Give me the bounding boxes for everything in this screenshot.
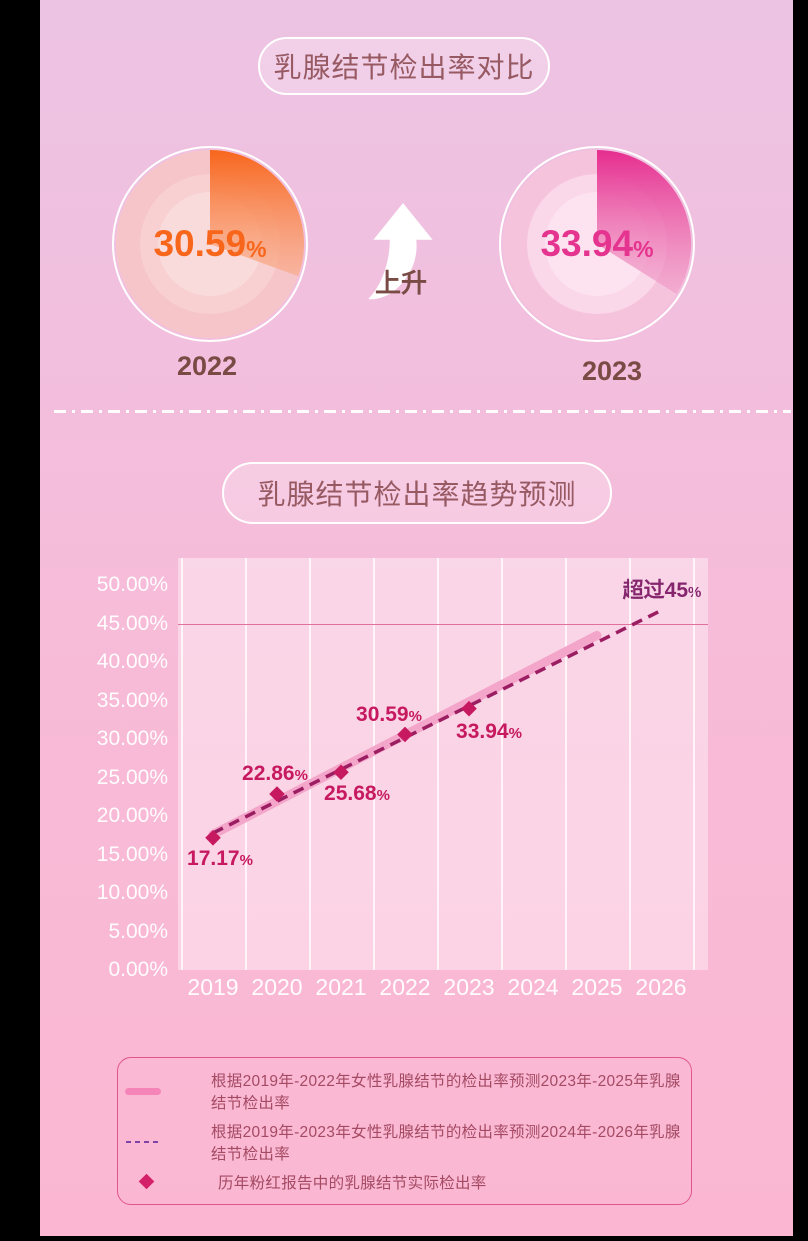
data-label-2021: 25.68% — [324, 782, 390, 806]
gridline-2 — [309, 558, 311, 970]
gridline-5 — [501, 558, 503, 970]
year-label-2022: 2022 — [176, 351, 238, 381]
donut-2022-svg — [112, 146, 308, 342]
threshold-line-45 — [178, 623, 708, 625]
x-axis-label-2021: 2021 — [315, 974, 367, 1000]
gridline-3 — [373, 558, 375, 970]
chart-legend: 根据2019年-2022年女性乳腺结节的检出率预测2023年-2025年乳腺结节… — [117, 1057, 692, 1205]
trend-title-pill: 乳腺结节检出率趋势预测 — [222, 462, 612, 524]
diamond-swatch-icon — [118, 1173, 174, 1190]
gridline-4 — [437, 558, 439, 970]
prediction-line-dashed — [212, 608, 662, 835]
compare-title-pill: 乳腺结节检出率对比 — [258, 37, 550, 95]
legend-label: 历年粉红报告中的乳腺结节实际检出率 — [218, 1174, 487, 1192]
infographic-canvas: 乳腺结节检出率对比 30.59% 上升 — [40, 0, 793, 1236]
x-axis-label-2025: 2025 — [571, 974, 623, 1000]
y-axis-label-20.00%: 20.00% — [96, 804, 168, 827]
gridline-8 — [693, 558, 695, 970]
year-label-2023: 2023 — [581, 356, 643, 386]
data-label-2022: 30.59% — [356, 703, 422, 727]
dashed-line-swatch-icon — [118, 1140, 167, 1144]
donut-chart-2022: 30.59% — [110, 144, 310, 344]
solid-line-swatch-icon — [118, 1087, 167, 1095]
y-axis-label-40.00%: 40.00% — [96, 650, 168, 673]
donut-2023-percent-sign: % — [633, 235, 654, 262]
legend-item-solid-prediction: 根据2019年-2022年女性乳腺结节的检出率预测2023年-2025年乳腺结节… — [118, 1069, 691, 1113]
data-label-2023: 33.94% — [456, 719, 522, 743]
x-axis-label-2026: 2026 — [635, 974, 687, 1000]
rise-arrow-icon — [363, 201, 443, 301]
legend-label: 根据2019年-2023年女性乳腺结节的检出率预测2024年-2026年乳腺结节… — [211, 1123, 681, 1163]
data-point-2021 — [333, 764, 349, 781]
donut-2022-value: 30.59% — [110, 144, 310, 344]
y-axis-label-30.00%: 30.00% — [96, 727, 168, 750]
data-label-2019: 17.17% — [187, 846, 253, 870]
donut-2023-value: 33.94% — [497, 144, 697, 344]
legend-label: 根据2019年-2022年女性乳腺结节的检出率预测2023年-2025年乳腺结节… — [211, 1073, 681, 1113]
donut-chart-2023: 33.94% — [497, 144, 697, 344]
x-axis-label-2019: 2019 — [187, 974, 239, 1000]
rise-label: 上升 — [374, 268, 427, 298]
donut-2023-svg — [499, 146, 695, 342]
y-axis-label-5.00%: 5.00% — [108, 919, 168, 943]
gridline-6 — [565, 558, 567, 970]
threshold-annotation-text: 超过45 — [622, 579, 689, 602]
y-axis-label-15.00%: 15.00% — [96, 842, 168, 866]
donut-2022-percent-sign: % — [246, 235, 267, 262]
data-label-2020: 22.86% — [242, 761, 308, 785]
y-axis-label-25.00%: 25.00% — [96, 765, 168, 789]
legend-item-dashed-prediction: 根据2019年-2023年女性乳腺结节的检出率预测2024年-2026年乳腺结节… — [118, 1120, 691, 1164]
trend-title: 乳腺结节检出率趋势预测 — [257, 479, 577, 510]
donut-2022-number: 30.59 — [153, 223, 247, 264]
data-point-2022 — [397, 726, 413, 743]
y-axis-label-0.00%: 0.00% — [108, 958, 168, 981]
plot-area: 超过45% 2019202020212022202320242025202617… — [178, 558, 708, 1000]
trend-chart: 0.00% 5.00% 10.00% 15.00% 20.00% 25.00% 30.00%… — [40, 558, 793, 1008]
y-axis-label-10.00%: 10.00% — [96, 881, 168, 904]
data-point-2020 — [269, 786, 285, 802]
gridline-1 — [245, 558, 247, 970]
dashed-divider — [54, 410, 791, 413]
x-axis-label-2020: 2020 — [251, 974, 303, 1000]
compare-title: 乳腺结节检出率对比 — [273, 52, 535, 83]
y-axis-label-35.00%: 35.00% — [96, 688, 168, 712]
x-axis-label-2022: 2022 — [379, 974, 431, 1000]
gridline-0 — [181, 558, 183, 970]
legend-item-actual-points: 历年粉红报告中的乳腺结节实际检出率 — [118, 1171, 691, 1193]
donut-2023-number: 33.94 — [540, 223, 634, 264]
y-axis-label-50.00%: 50.00% — [96, 573, 168, 596]
y-axis-label-45.00%: 45.00% — [96, 611, 168, 635]
gridline-7 — [629, 558, 631, 970]
y-axis: 0.00% 5.00% 10.00% 15.00% 20.00% 25.00% 30.00%… — [40, 558, 168, 981]
x-axis-label-2024: 2024 — [507, 974, 559, 1000]
series-layer — [205, 608, 662, 846]
data-point-2019 — [205, 830, 221, 846]
x-axis-label-2023: 2023 — [443, 974, 495, 1000]
